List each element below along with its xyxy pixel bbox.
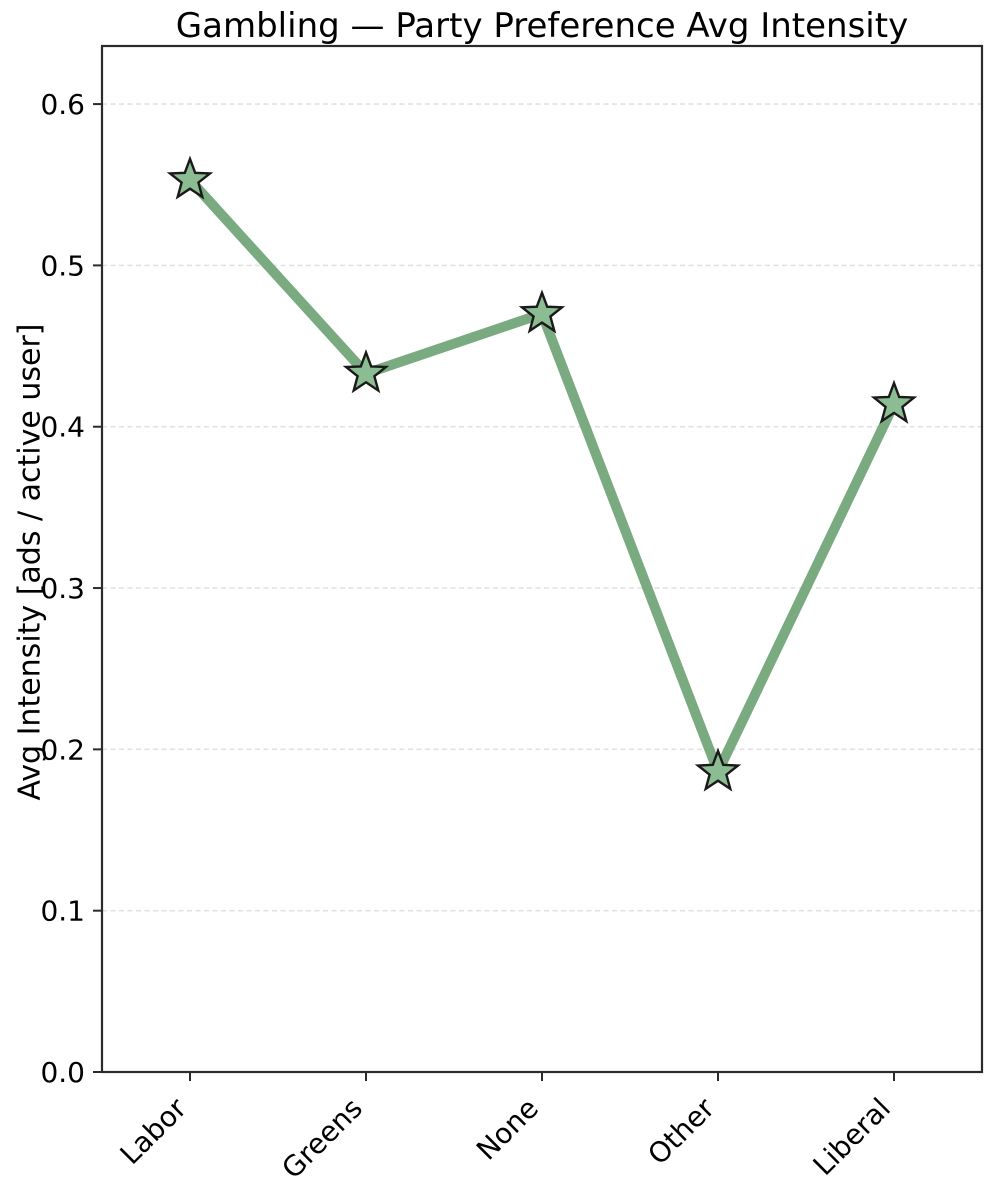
star-marker — [518, 289, 566, 334]
x-tick-label: Liberal — [807, 1092, 897, 1182]
x-tick-label: Labor — [114, 1091, 194, 1171]
plot-border — [100, 44, 984, 1074]
star-marker — [870, 379, 918, 424]
x-tick-label: Other — [641, 1091, 721, 1171]
x-tick-label: Greens — [275, 1092, 369, 1186]
x-tick-label: None — [470, 1092, 545, 1167]
y-tick-label: 0.3 — [40, 572, 85, 605]
y-tick-label: 0.0 — [40, 1056, 85, 1089]
data-line — [186, 176, 899, 777]
y-tick-label: 0.4 — [40, 411, 85, 444]
star-marker — [694, 747, 742, 792]
y-tick-label: 0.2 — [40, 733, 85, 766]
y-tick-label: 0.6 — [40, 88, 85, 121]
chart-title: Gambling — Party Preference Avg Intensit… — [175, 6, 909, 46]
y-tick-label: 0.5 — [40, 249, 85, 282]
y-tick-label: 0.1 — [40, 895, 85, 928]
star-marker — [342, 349, 390, 394]
star-marker — [166, 155, 214, 200]
